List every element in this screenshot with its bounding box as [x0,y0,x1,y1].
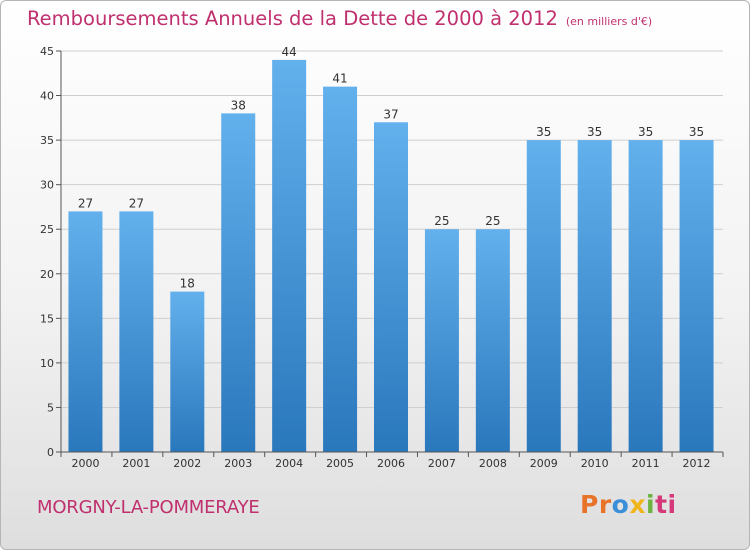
xtick-label-2001: 2001 [122,457,150,470]
ytick-label-40: 40 [40,90,54,103]
place-name: MORGNY-LA-POMMERAYE [37,497,260,518]
bar-2004 [272,59,307,453]
data-label-2012: 35 [689,125,704,139]
logo-part-3: x [629,490,646,519]
proxiti-logo: Proxiti [580,490,677,519]
data-label-2008: 25 [485,214,500,228]
bar-2011 [628,140,663,452]
data-label-2003: 38 [231,98,246,112]
xtick-label-2010: 2010 [581,457,609,470]
bar-2003 [221,113,256,452]
ytick-label-35: 35 [40,134,54,147]
data-label-2001: 27 [129,196,144,210]
chart-subtitle: (en milliers d'€) [565,15,653,28]
logo-part-1: Pr [580,490,612,519]
ytick-label-15: 15 [40,312,54,325]
xtick-label-2007: 2007 [428,457,456,470]
xtick-label-2012: 2012 [683,457,711,470]
data-label-2004: 44 [282,45,297,59]
labels: 0 5 10 15 20 25 30 35 40 45 27 2000 27 2001 18 2002 38 20… [40,45,711,470]
data-label-2007: 25 [434,214,449,228]
chart-title: Remboursements Annuels de la Dette de 20… [27,7,652,30]
logo-part-2: o [611,490,630,519]
xtick-label-2008: 2008 [479,457,507,470]
bar-2002 [170,291,205,452]
axes [56,50,724,457]
xtick-label-2004: 2004 [275,457,303,470]
bar-2012 [679,140,714,452]
bar-2010 [577,140,612,452]
xtick-label-2006: 2006 [377,457,405,470]
xtick-label-2003: 2003 [224,457,252,470]
data-label-2011: 35 [638,125,653,139]
ytick-label-10: 10 [40,357,54,370]
logo-part-5: ti [655,490,677,519]
data-label-2006: 37 [383,107,398,121]
data-label-2009: 35 [536,125,551,139]
xtick-label-2005: 2005 [326,457,354,470]
xtick-label-2002: 2002 [173,457,201,470]
data-label-2010: 35 [587,125,602,139]
ytick-label-25: 25 [40,223,54,236]
chart-title-text: Remboursements Annuels de la Dette de 20… [27,7,558,30]
xtick-label-2000: 2000 [71,457,99,470]
bar-2008 [475,229,510,452]
data-label-2002: 18 [180,277,195,291]
bars [68,59,714,453]
ytick-label-30: 30 [40,179,54,192]
bar-2005 [323,86,358,453]
bar-2007 [424,229,459,452]
ytick-label-0: 0 [47,446,54,459]
data-label-2000: 27 [78,196,93,210]
ytick-label-20: 20 [40,268,54,281]
xtick-label-2011: 2011 [632,457,660,470]
bar-2006 [374,122,408,453]
bar-2000 [68,211,103,452]
xtick-label-2009: 2009 [530,457,558,470]
logo-part-4: i [645,490,656,519]
ytick-label-5: 5 [47,401,54,414]
bar-2001 [119,211,154,452]
ytick-label-45: 45 [40,45,54,58]
bar-2009 [526,140,561,452]
data-label-2005: 41 [332,72,347,86]
